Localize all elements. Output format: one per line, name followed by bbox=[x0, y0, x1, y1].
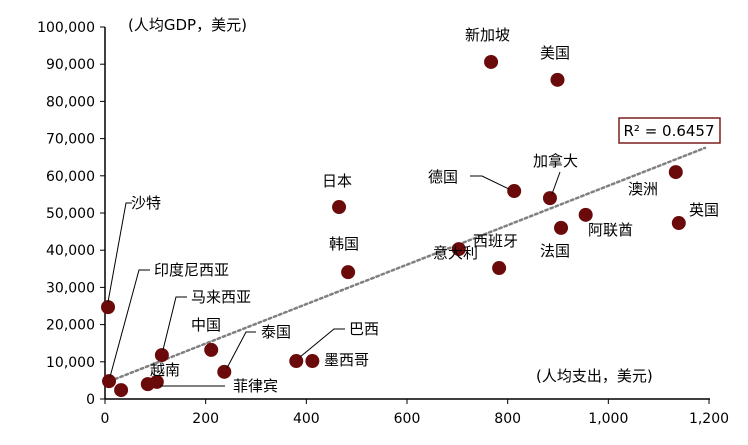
y-tick-label: 90,000 bbox=[46, 57, 95, 73]
data-point bbox=[114, 383, 129, 398]
data-point bbox=[671, 216, 686, 231]
data-point bbox=[578, 207, 593, 222]
y-axis-label: (人均GDP，美元) bbox=[128, 16, 247, 34]
leader-line bbox=[470, 175, 510, 190]
data-point bbox=[554, 220, 569, 235]
point-label: 新加坡 bbox=[465, 26, 510, 44]
data-point bbox=[305, 354, 320, 369]
y-tick-label: 70,000 bbox=[46, 132, 95, 148]
x-tick-label: 0 bbox=[101, 411, 110, 427]
x-tick-label: 400 bbox=[293, 411, 320, 427]
point-label: 西班牙 bbox=[473, 232, 518, 250]
x-tick-label: 1,200 bbox=[689, 411, 729, 427]
point-label: 巴西 bbox=[349, 320, 379, 338]
data-point bbox=[289, 354, 304, 369]
data-point bbox=[204, 342, 219, 357]
y-tick-label: 0 bbox=[86, 392, 95, 408]
data-point bbox=[542, 191, 557, 206]
point-label: 韩国 bbox=[329, 235, 359, 253]
trendline-group bbox=[103, 146, 707, 385]
data-point bbox=[341, 265, 356, 280]
data-point bbox=[668, 165, 683, 180]
point-label: 沙特 bbox=[131, 194, 161, 212]
point-label: 墨西哥 bbox=[324, 351, 369, 369]
r-squared-label: R² = 0.6457 bbox=[623, 122, 714, 140]
x-tick-label: 1,000 bbox=[588, 411, 628, 427]
data-point bbox=[492, 261, 507, 276]
trendline bbox=[103, 146, 707, 385]
y-tick-label: 10,000 bbox=[46, 355, 95, 371]
point-label: 德国 bbox=[428, 168, 458, 186]
point-label: 菲律宾 bbox=[233, 377, 278, 395]
y-tick-label: 40,000 bbox=[46, 243, 95, 259]
y-tick-label: 80,000 bbox=[46, 94, 95, 110]
point-label: 澳洲 bbox=[628, 180, 658, 198]
leader-line bbox=[226, 331, 256, 369]
r-squared-box: R² = 0.6457 bbox=[618, 117, 721, 144]
y-tick-label: 60,000 bbox=[46, 169, 95, 185]
x-tick-label: 600 bbox=[394, 411, 421, 427]
data-point bbox=[332, 200, 347, 215]
leader-line bbox=[107, 202, 132, 303]
x-tick-label: 200 bbox=[192, 411, 219, 427]
point-label: 越南 bbox=[150, 361, 180, 379]
point-label: 意大利 bbox=[433, 244, 478, 262]
leader-line bbox=[162, 296, 187, 351]
axes: 0 10,000 20,000 30,000 40,000 50,000 60,000 70,… bbox=[37, 20, 729, 427]
point-label: 阿联酋 bbox=[588, 221, 633, 239]
data-point bbox=[451, 242, 466, 257]
point-label: 中国 bbox=[191, 316, 221, 334]
data-point bbox=[550, 72, 565, 87]
point-label: 美国 bbox=[540, 44, 570, 62]
data-point bbox=[102, 374, 117, 389]
y-tick-label: 100,000 bbox=[37, 20, 95, 36]
point-label: 印度尼西亚 bbox=[154, 261, 229, 279]
data-point bbox=[101, 300, 116, 315]
points-group bbox=[101, 54, 686, 398]
data-point bbox=[484, 54, 499, 69]
point-label: 英国 bbox=[689, 201, 719, 219]
y-tick-label: 50,000 bbox=[46, 206, 95, 222]
leader-line bbox=[551, 171, 561, 195]
data-point bbox=[149, 374, 164, 389]
data-point bbox=[217, 364, 232, 379]
y-tick-label: 20,000 bbox=[46, 318, 95, 334]
data-point bbox=[507, 184, 522, 199]
point-labels: 沙特印度尼西亚越南菲律宾 马来西亚中国 泰国 巴西墨西哥 日本韩国意大利 新加坡西班牙 德国… bbox=[107, 26, 719, 395]
data-point bbox=[154, 348, 169, 363]
point-label: 法国 bbox=[540, 242, 570, 260]
leader-line bbox=[299, 328, 345, 358]
point-label: 泰国 bbox=[261, 323, 291, 341]
point-label: 加拿大 bbox=[533, 152, 578, 170]
y-tick-label: 30,000 bbox=[46, 280, 95, 296]
x-axis-label: (人均支出，美元) bbox=[536, 367, 653, 385]
x-tick-label: 800 bbox=[494, 411, 521, 427]
leader-line bbox=[109, 269, 150, 378]
point-label: 马来西亚 bbox=[191, 288, 251, 306]
point-label: 日本 bbox=[322, 172, 352, 190]
